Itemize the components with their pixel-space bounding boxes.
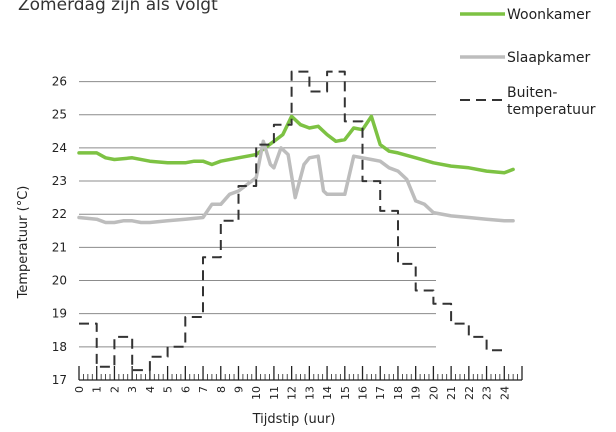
y-tick-label: 24: [52, 141, 67, 155]
x-axis: 0 1 2 3 4 5 6 7 8 9 10 11 12 13 14 15 16 17 18 19 20 21 22 23 24: [73, 366, 523, 400]
y-axis-label: Temperatuur (°C): [16, 186, 31, 300]
x-tick-label: 12: [286, 386, 299, 400]
series-line-1: [77, 139, 515, 225]
x-tick-label: 18: [392, 386, 405, 400]
x-tick-label: 6: [179, 386, 192, 393]
x-tick-label: 14: [321, 386, 334, 400]
y-axis: 17 18 19 20 21 22 23 24 25 26: [52, 75, 67, 387]
intro-text: Zomerdag zijn als volgt: [18, 0, 218, 15]
x-tick-label: 15: [339, 386, 352, 400]
y-tick-label: 22: [52, 207, 67, 221]
x-tick-label: 3: [126, 386, 139, 393]
y-tick-label: 23: [52, 174, 67, 188]
series-group: [77, 70, 515, 372]
x-tick-label: 5: [162, 386, 175, 393]
x-tick-label: 4: [144, 386, 157, 393]
y-tick-label: 26: [52, 75, 67, 89]
x-tick-label: 0: [73, 386, 86, 393]
y-tick-label: 20: [52, 274, 67, 288]
legend-label-2: temperatuur: [507, 102, 596, 118]
x-tick-label: 24: [498, 386, 511, 400]
x-tick-label: 1: [91, 386, 104, 393]
x-tick-label: 23: [481, 386, 494, 400]
x-tick-label: 20: [427, 386, 440, 400]
legend: Woonkamer Slaapkamer Buiten-temperatuur: [460, 7, 596, 118]
legend-label-0: Woonkamer: [507, 7, 591, 23]
legend-label-2: Buiten-: [507, 85, 557, 101]
x-axis-label: Tijdstip (uur): [252, 412, 336, 427]
x-tick-label: 11: [268, 386, 281, 400]
series-line-0: [77, 114, 515, 175]
legend-label-1: Slaapkamer: [507, 50, 591, 66]
x-tick-label: 22: [463, 386, 476, 400]
x-tick-label: 10: [250, 386, 263, 400]
y-tick-label: 19: [52, 307, 67, 321]
x-tick-label: 7: [197, 386, 210, 393]
x-tick-label: 9: [232, 386, 245, 393]
x-tick-label: 2: [108, 386, 121, 393]
y-tick-label: 25: [52, 108, 67, 122]
x-tick-label: 19: [410, 386, 423, 400]
x-tick-label: 17: [374, 386, 387, 400]
x-tick-label: 8: [215, 386, 228, 393]
y-tick-label: 18: [52, 340, 67, 354]
x-tick-label: 16: [357, 386, 370, 400]
y-tick-label: 17: [52, 373, 67, 387]
grid-lines: [79, 81, 436, 381]
y-tick-label: 21: [52, 240, 67, 254]
x-tick-label: 13: [303, 386, 316, 400]
x-tick-label: 21: [445, 386, 458, 400]
